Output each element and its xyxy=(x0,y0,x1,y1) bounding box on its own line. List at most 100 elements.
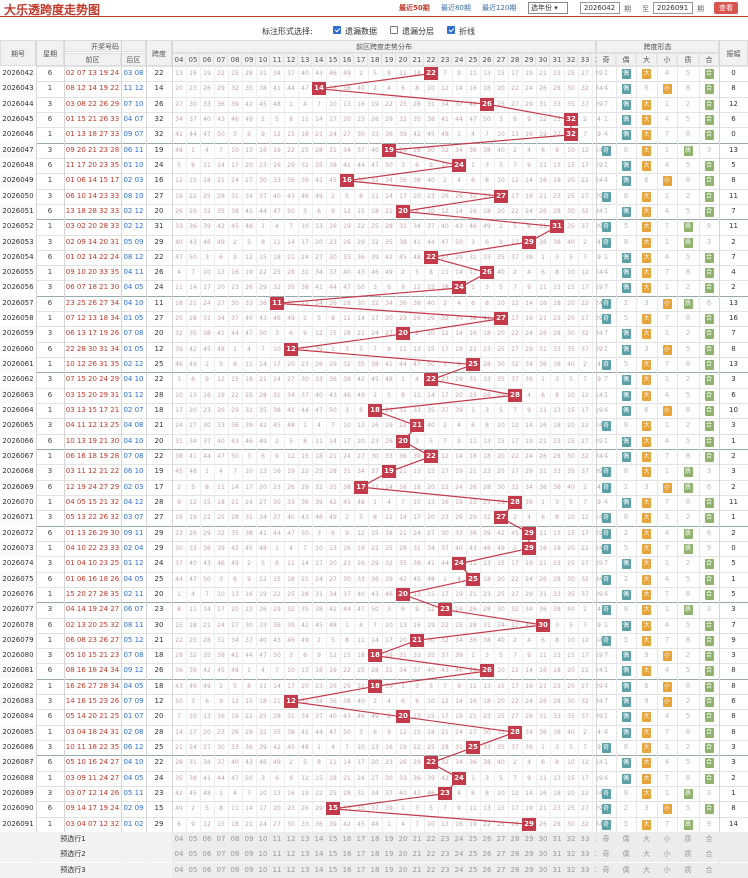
predict-span-09[interactable]: 09 xyxy=(242,832,256,847)
predict-span-10[interactable]: 10 xyxy=(256,862,270,878)
predict-span-16[interactable]: 16 xyxy=(340,862,354,878)
predict-span-08[interactable]: 08 xyxy=(228,832,242,847)
predict-span-29[interactable]: 29 xyxy=(522,832,536,847)
predict-form-cell[interactable]: 奇 xyxy=(596,847,616,863)
predict-span-17[interactable]: 17 xyxy=(354,832,368,847)
predict-form-cell[interactable]: 偶 xyxy=(616,832,636,847)
predict-span-07[interactable]: 07 xyxy=(214,862,228,878)
predict-span-33[interactable]: 33 xyxy=(578,832,592,847)
predict-span-28[interactable]: 28 xyxy=(508,862,522,878)
predict-span-23[interactable]: 23 xyxy=(438,847,452,863)
predict-span-06[interactable]: 06 xyxy=(200,832,214,847)
predict-span-31[interactable]: 31 xyxy=(550,862,564,878)
predict-span-22[interactable]: 22 xyxy=(424,832,438,847)
predict-span-21[interactable]: 21 xyxy=(410,847,424,863)
predict-span-15[interactable]: 15 xyxy=(326,862,340,878)
predict-span-15[interactable]: 15 xyxy=(326,847,340,863)
checkbox-missing-layer[interactable] xyxy=(390,26,398,34)
predict-span-30[interactable]: 30 xyxy=(536,862,550,878)
link-recent-80[interactable]: 最近80期 xyxy=(441,4,471,12)
checkbox-polyline[interactable] xyxy=(447,26,455,34)
predict-span-15[interactable]: 15 xyxy=(326,832,340,847)
predict-span-19[interactable]: 19 xyxy=(382,847,396,863)
predict-span-09[interactable]: 09 xyxy=(242,847,256,863)
predict-span-25[interactable]: 25 xyxy=(466,862,480,878)
predict-span-04[interactable]: 04 xyxy=(172,862,186,878)
predict-span-32[interactable]: 32 xyxy=(564,832,578,847)
predict-span-21[interactable]: 21 xyxy=(410,862,424,878)
predict-span-12[interactable]: 12 xyxy=(284,832,298,847)
predict-form-cell[interactable]: 小 xyxy=(657,847,677,863)
predict-span-13[interactable]: 13 xyxy=(298,832,312,847)
predict-form-cell[interactable]: 大 xyxy=(636,862,657,878)
predict-form-cell[interactable]: 质 xyxy=(677,832,699,847)
predict-span-27[interactable]: 27 xyxy=(494,832,508,847)
predict-span-04[interactable]: 04 xyxy=(172,847,186,863)
predict-span-20[interactable]: 20 xyxy=(396,847,410,863)
predict-span-24[interactable]: 24 xyxy=(452,832,466,847)
predict-span-05[interactable]: 05 xyxy=(186,862,200,878)
predict-span-33[interactable]: 33 xyxy=(578,862,592,878)
predict-form-cell[interactable]: 奇 xyxy=(596,832,616,847)
predict-form-cell[interactable]: 大 xyxy=(636,847,657,863)
predict-span-14[interactable]: 14 xyxy=(312,862,326,878)
predict-form-cell[interactable]: 合 xyxy=(699,832,719,847)
predict-span-27[interactable]: 27 xyxy=(494,862,508,878)
predict-span-19[interactable]: 19 xyxy=(382,862,396,878)
predict-span-28[interactable]: 28 xyxy=(508,832,522,847)
predict-span-20[interactable]: 20 xyxy=(396,832,410,847)
predict-span-30[interactable]: 30 xyxy=(536,847,550,863)
predict-span-11[interactable]: 11 xyxy=(270,862,284,878)
predict-span-22[interactable]: 22 xyxy=(424,847,438,863)
predict-span-25[interactable]: 25 xyxy=(466,832,480,847)
predict-span-19[interactable]: 19 xyxy=(382,832,396,847)
predict-span-23[interactable]: 23 xyxy=(438,862,452,878)
checkbox-missing-data[interactable] xyxy=(333,26,341,34)
to-issue-input[interactable]: 2026091 xyxy=(653,2,693,14)
predict-span-04[interactable]: 04 xyxy=(172,832,186,847)
predict-span-29[interactable]: 29 xyxy=(522,847,536,863)
predict-span-26[interactable]: 26 xyxy=(480,847,494,863)
predict-form-cell[interactable]: 质 xyxy=(677,862,699,878)
predict-span-12[interactable]: 12 xyxy=(284,847,298,863)
predict-span-17[interactable]: 17 xyxy=(354,847,368,863)
predict-form-cell[interactable]: 质 xyxy=(677,847,699,863)
predict-span-22[interactable]: 22 xyxy=(424,862,438,878)
predict-span-32[interactable]: 32 xyxy=(564,862,578,878)
predict-amp-cell[interactable] xyxy=(719,847,748,863)
predict-span-16[interactable]: 16 xyxy=(340,847,354,863)
predict-span-21[interactable]: 21 xyxy=(410,832,424,847)
predict-span-13[interactable]: 13 xyxy=(298,847,312,863)
query-button[interactable]: 查看 xyxy=(714,2,738,14)
predict-span-12[interactable]: 12 xyxy=(284,862,298,878)
predict-span-05[interactable]: 05 xyxy=(186,847,200,863)
predict-span-08[interactable]: 08 xyxy=(228,862,242,878)
predict-span-24[interactable]: 24 xyxy=(452,847,466,863)
predict-span-31[interactable]: 31 xyxy=(550,832,564,847)
predict-span-27[interactable]: 27 xyxy=(494,847,508,863)
predict-span-07[interactable]: 07 xyxy=(214,847,228,863)
predict-amp-cell[interactable] xyxy=(719,862,748,878)
predict-span-26[interactable]: 26 xyxy=(480,862,494,878)
predict-span-25[interactable]: 25 xyxy=(466,847,480,863)
predict-span-18[interactable]: 18 xyxy=(368,847,382,863)
predict-span-29[interactable]: 29 xyxy=(522,862,536,878)
predict-span-28[interactable]: 28 xyxy=(508,847,522,863)
predict-form-cell[interactable]: 合 xyxy=(699,847,719,863)
predict-span-30[interactable]: 30 xyxy=(536,832,550,847)
predict-form-cell[interactable]: 偶 xyxy=(616,847,636,863)
predict-span-cell[interactable] xyxy=(146,832,172,847)
predict-span-31[interactable]: 31 xyxy=(550,847,564,863)
predict-span-14[interactable]: 14 xyxy=(312,832,326,847)
predict-span-06[interactable]: 06 xyxy=(200,862,214,878)
predict-span-33[interactable]: 33 xyxy=(578,847,592,863)
predict-span-18[interactable]: 18 xyxy=(368,862,382,878)
predict-span-09[interactable]: 09 xyxy=(242,862,256,878)
predict-form-cell[interactable]: 小 xyxy=(657,862,677,878)
year-select[interactable]: 选年份 ▾ xyxy=(528,2,568,14)
predict-span-24[interactable]: 24 xyxy=(452,862,466,878)
predict-amp-cell[interactable] xyxy=(719,832,748,847)
predict-span-cell[interactable] xyxy=(146,847,172,863)
predict-span-07[interactable]: 07 xyxy=(214,832,228,847)
predict-span-14[interactable]: 14 xyxy=(312,847,326,863)
